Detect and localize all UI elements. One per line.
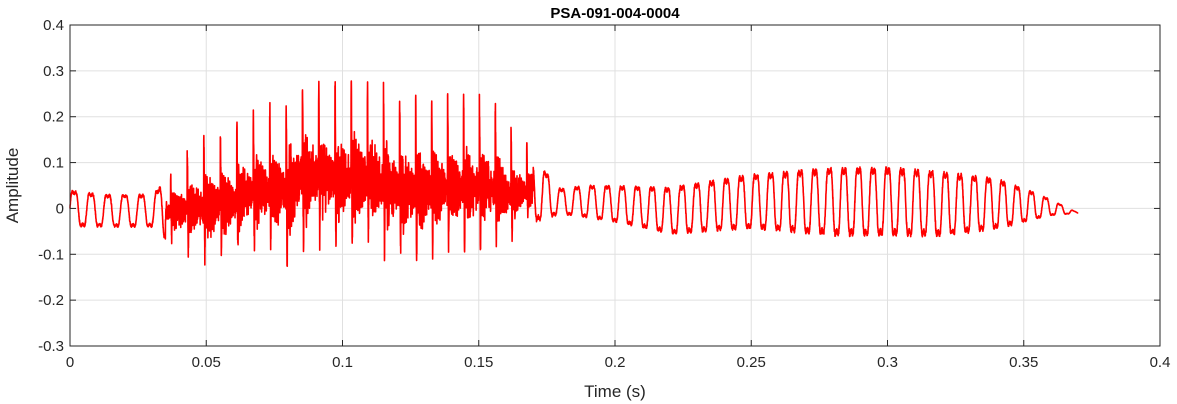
y-axis-label: Amplitude — [3, 148, 22, 224]
y-tick-label: 0.3 — [43, 63, 64, 80]
series-line — [69, 80, 1079, 268]
x-tick-label: 0.3 — [877, 354, 898, 371]
y-tick-label: -0.2 — [38, 292, 64, 309]
x-tick-label: 0.25 — [737, 354, 766, 371]
y-tick-label: -0.1 — [38, 246, 64, 263]
ticks: 0 0.05 0.1 0.15 0.2 0.25 0.3 0.35 0.4 -0.3 -0.2 -0.… — [38, 17, 1170, 371]
x-tick-label: 0 — [66, 354, 74, 371]
x-axis-label: Time (s) — [584, 382, 646, 401]
x-tick-label: 0.35 — [1009, 354, 1038, 371]
y-tick-label: -0.3 — [38, 338, 64, 355]
x-tick-label: 0.15 — [464, 354, 493, 371]
y-tick-label: 0.4 — [43, 17, 64, 34]
y-tick-label: 0.1 — [43, 155, 64, 172]
y-tick-label: 0 — [56, 200, 64, 217]
plot-area — [69, 80, 1079, 268]
x-tick-label: 0.4 — [1150, 354, 1171, 371]
grid — [69, 24, 1161, 347]
x-tick-label: 0.2 — [605, 354, 626, 371]
y-tick-label: 0.2 — [43, 109, 64, 126]
chart-title: PSA-091-004-0004 — [550, 5, 680, 22]
x-tick-label: 0.1 — [332, 354, 353, 371]
x-tick-label: 0.05 — [192, 354, 221, 371]
